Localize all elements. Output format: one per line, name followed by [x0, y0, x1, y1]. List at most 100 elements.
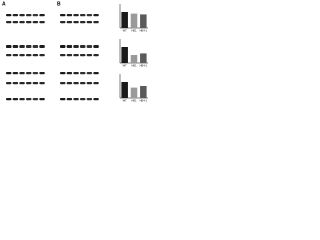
blot-band: [32, 82, 39, 85]
blot-band: [60, 98, 66, 101]
blot-band: [93, 45, 99, 48]
bar: [140, 53, 147, 63]
blot-band: [86, 21, 93, 24]
blot-band: [86, 72, 93, 75]
blot-band: [60, 72, 66, 75]
blot-band: [6, 82, 12, 85]
bar: [121, 12, 128, 28]
blot-band: [93, 14, 99, 17]
blot-band: [66, 54, 73, 57]
blot-band: [26, 14, 32, 17]
blot-band: [66, 14, 73, 17]
blot-band: [80, 98, 86, 101]
panel-label: B: [57, 1, 61, 7]
blot-band: [73, 82, 79, 85]
panel-label: A: [2, 1, 6, 7]
blot-band: [93, 72, 99, 75]
blot-band: [60, 14, 66, 17]
blot-band: [80, 21, 86, 24]
blot-band: [12, 21, 19, 24]
x-tick-label: HE4-1: [140, 64, 148, 68]
blot-band: [12, 82, 19, 85]
blot-band: [60, 45, 66, 48]
blot-band: [19, 98, 25, 101]
blot-band: [66, 21, 73, 24]
blot-band: [6, 54, 12, 57]
blot-band: [66, 72, 73, 75]
bar: [121, 82, 128, 98]
blot-band: [73, 14, 79, 17]
bar: [121, 47, 128, 63]
blot-band: [19, 21, 25, 24]
x-tick-label: HE4-1: [140, 99, 148, 103]
blot-band: [93, 98, 99, 101]
blot-band: [32, 98, 39, 101]
blot-band: [39, 72, 45, 75]
blot-band: [93, 54, 99, 57]
blot-band: [19, 82, 25, 85]
blot-band: [66, 82, 73, 85]
blot-band: [12, 98, 19, 101]
blot-band: [26, 98, 32, 101]
blot-band: [32, 45, 39, 48]
blot-band: [86, 98, 93, 101]
blot-band: [6, 21, 12, 24]
bar: [140, 14, 147, 28]
blot-band: [26, 82, 32, 85]
blot-band: [80, 54, 86, 57]
blot-band: [32, 21, 39, 24]
blot-band: [73, 54, 79, 57]
blot-band: [73, 72, 79, 75]
x-tick-label: WT: [123, 64, 127, 68]
blot-band: [12, 45, 19, 48]
blot-band: [19, 45, 25, 48]
bar: [130, 55, 138, 63]
x-tick-label: WT: [123, 99, 127, 103]
blot-band: [39, 54, 45, 57]
blot-band: [73, 45, 79, 48]
blot-band: [26, 72, 32, 75]
blot-band: [6, 14, 12, 17]
figure: A B WT HE1 HE4-1WT HE1 HE4-1WT HE1 HE4-1: [2, 1, 148, 103]
blot-band: [12, 72, 19, 75]
blot-band: [66, 98, 73, 101]
blot-band: [26, 54, 32, 57]
blot-band: [80, 82, 86, 85]
bar: [140, 86, 147, 98]
blot-band: [6, 45, 12, 48]
blot-band: [19, 72, 25, 75]
blot-band: [32, 54, 39, 57]
blot-band: [60, 82, 66, 85]
x-tick-label: HE1: [131, 99, 137, 103]
x-tick-label: HE4-1: [140, 29, 148, 33]
x-tick-label: HE1: [131, 29, 137, 33]
blot-band: [60, 21, 66, 24]
blot-band: [66, 45, 73, 48]
blot-band: [39, 14, 45, 17]
blot-band: [80, 45, 86, 48]
blot-band: [19, 54, 25, 57]
blot-band: [73, 98, 79, 101]
blot-band: [26, 21, 32, 24]
bar: [130, 87, 138, 98]
blot-band: [39, 82, 45, 85]
blot-band: [86, 14, 93, 17]
blot-band: [32, 14, 39, 17]
blot-band: [6, 98, 12, 101]
blot-band: [19, 14, 25, 17]
blot-band: [80, 72, 86, 75]
blot-band: [73, 21, 79, 24]
blot-band: [6, 72, 12, 75]
blot-band: [93, 82, 99, 85]
blot-band: [60, 54, 66, 57]
blot-band: [80, 14, 86, 17]
blot-band: [12, 14, 19, 17]
blot-band: [32, 72, 39, 75]
blot-band: [39, 98, 45, 101]
blot-band: [39, 45, 45, 48]
blot-band: [26, 45, 32, 48]
blot-band: [12, 54, 19, 57]
bar: [130, 13, 138, 28]
blot-band: [86, 82, 93, 85]
blot-band: [39, 21, 45, 24]
